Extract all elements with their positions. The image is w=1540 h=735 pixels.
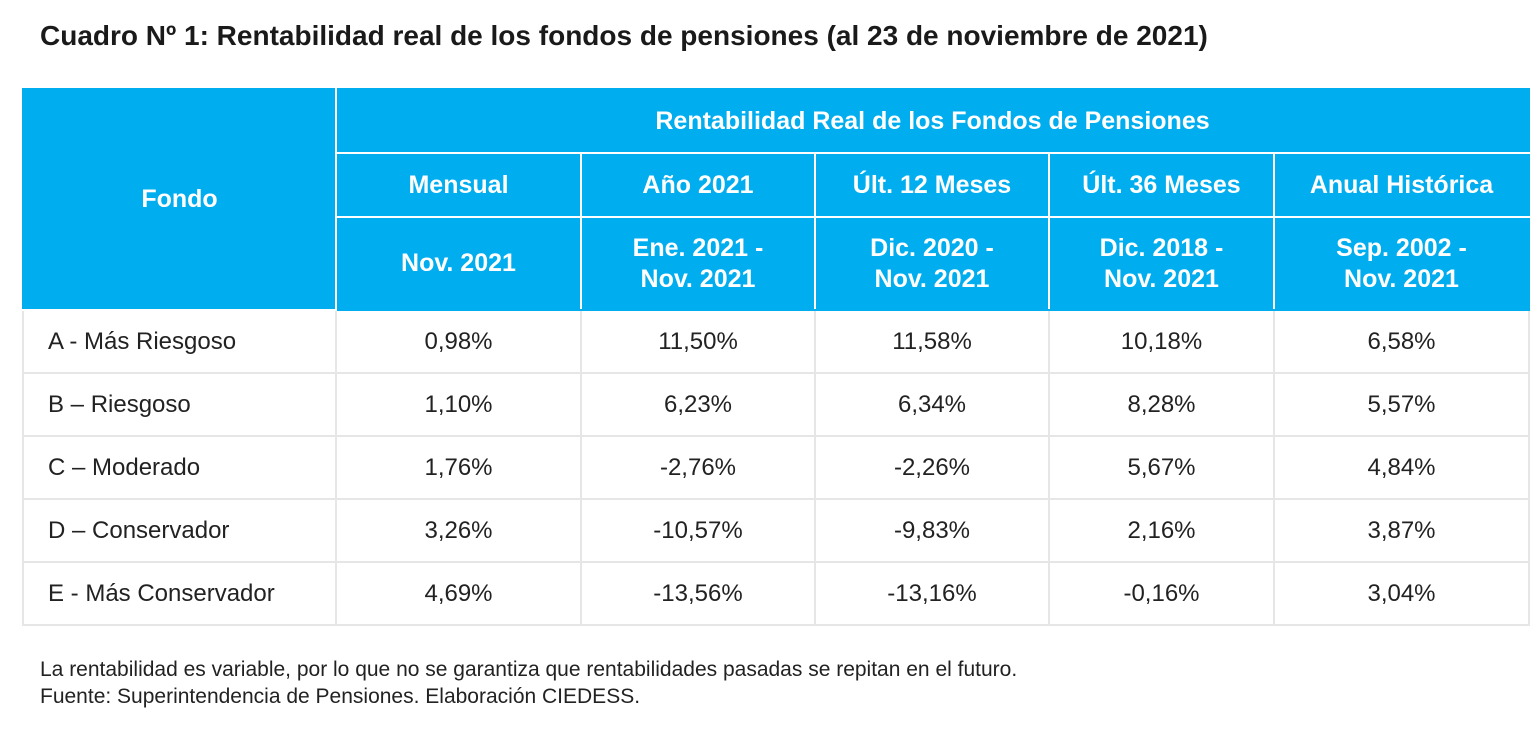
- period-line: Ene. 2021 -: [632, 233, 764, 262]
- fondo-column-header: Fondo: [22, 88, 337, 311]
- return-value-cell: 10,18%: [1048, 309, 1275, 374]
- return-value-cell: -9,83%: [814, 498, 1050, 563]
- column-header-period: Dic. 2018 - Nov. 2021: [1048, 216, 1275, 311]
- return-value-cell: 5,67%: [1048, 435, 1275, 500]
- return-value-cell: 2,16%: [1048, 498, 1275, 563]
- return-value-cell: 4,84%: [1273, 435, 1530, 500]
- fund-name-cell: A - Más Riesgoso: [22, 309, 337, 374]
- fund-name-cell: E - Más Conservador: [22, 561, 337, 626]
- return-value-cell: -13,16%: [814, 561, 1050, 626]
- return-value-cell: -2,26%: [814, 435, 1050, 500]
- period-line: Nov. 2021: [640, 264, 756, 293]
- return-value-cell: 6,34%: [814, 372, 1050, 437]
- period-line: Dic. 2020 -: [870, 233, 994, 262]
- table-row: E - Más Conservador 4,69% -13,56% -13,16% -0…: [22, 561, 1530, 626]
- fund-name-cell: D – Conservador: [22, 498, 337, 563]
- return-value-cell: 11,50%: [580, 309, 816, 374]
- table-row: D – Conservador 3,26% -10,57% -9,83% 2,16% 3,…: [22, 498, 1530, 563]
- period-line: Sep. 2002 -: [1336, 233, 1467, 262]
- return-value-cell: -0,16%: [1048, 561, 1275, 626]
- group-header: Rentabilidad Real de los Fondos de Pensi…: [335, 88, 1530, 154]
- pension-returns-table: Fondo Rentabilidad Real de los Fondos de…: [22, 88, 1530, 626]
- source-note: Fuente: Superintendencia de Pensiones. E…: [40, 685, 641, 708]
- table-title: Cuadro Nº 1: Rentabilidad real de los fo…: [40, 20, 1208, 51]
- return-value-cell: 3,04%: [1273, 561, 1530, 626]
- return-value-cell: 1,10%: [335, 372, 582, 437]
- column-header-period: Sep. 2002 - Nov. 2021: [1273, 216, 1530, 311]
- return-value-cell: -10,57%: [580, 498, 816, 563]
- column-header-period: Ene. 2021 - Nov. 2021: [580, 216, 816, 311]
- return-value-cell: 3,87%: [1273, 498, 1530, 563]
- return-value-cell: 1,76%: [335, 435, 582, 500]
- column-header-label: Año 2021: [580, 152, 816, 218]
- column-header-label: Últ. 36 Meses: [1048, 152, 1275, 218]
- return-value-cell: 6,23%: [580, 372, 816, 437]
- column-header-label: Anual Histórica: [1273, 152, 1530, 218]
- return-value-cell: 0,98%: [335, 309, 582, 374]
- period-line: Nov. 2021: [1104, 264, 1219, 293]
- column-header-label: Mensual: [335, 152, 582, 218]
- return-value-cell: -13,56%: [580, 561, 816, 626]
- disclaimer-note: La rentabilidad es variable, por lo que …: [40, 658, 1018, 681]
- return-value-cell: 3,26%: [335, 498, 582, 563]
- return-value-cell: 8,28%: [1048, 372, 1275, 437]
- return-value-cell: 6,58%: [1273, 309, 1530, 374]
- table-row: C – Moderado 1,76% -2,76% -2,26% 5,67% 4,84%: [22, 435, 1530, 500]
- fund-name-cell: B – Riesgoso: [22, 372, 337, 437]
- column-header-period: Nov. 2021: [335, 216, 582, 311]
- period-line: Nov. 2021: [874, 264, 990, 293]
- return-value-cell: 4,69%: [335, 561, 582, 626]
- table-row: B – Riesgoso 1,10% 6,23% 6,34% 8,28% 5,57%: [22, 372, 1530, 437]
- period-line: Nov. 2021: [1344, 264, 1459, 293]
- table-row: A - Más Riesgoso 0,98% 11,50% 11,58% 10,18% 6…: [22, 309, 1530, 374]
- footnotes: La rentabilidad es variable, por lo que …: [40, 656, 1017, 710]
- column-header-period: Dic. 2020 - Nov. 2021: [814, 216, 1050, 311]
- return-value-cell: 11,58%: [814, 309, 1050, 374]
- fund-name-cell: C – Moderado: [22, 435, 337, 500]
- column-header-label: Últ. 12 Meses: [814, 152, 1050, 218]
- return-value-cell: 5,57%: [1273, 372, 1530, 437]
- return-value-cell: -2,76%: [580, 435, 816, 500]
- period-line: Dic. 2018 -: [1099, 233, 1224, 262]
- period-line: Nov. 2021: [401, 249, 516, 277]
